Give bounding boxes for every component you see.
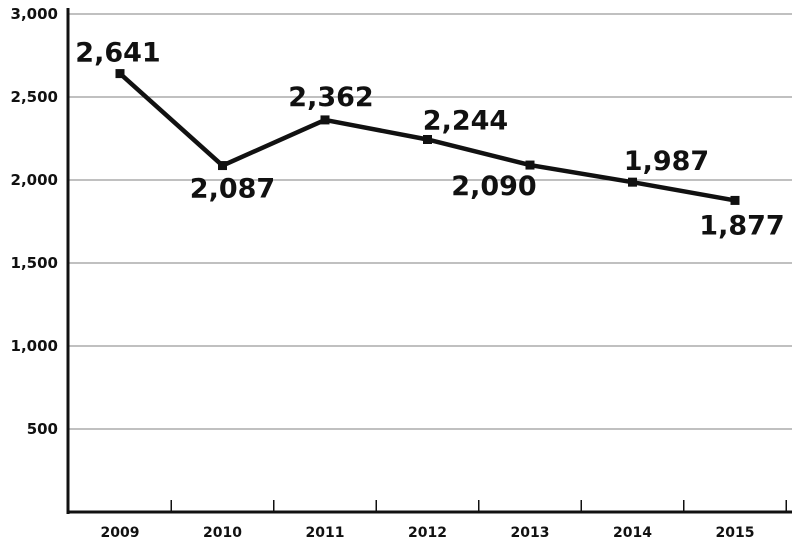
y-tick-label: 1,000 — [11, 337, 58, 355]
x-tick-label: 2011 — [306, 525, 345, 541]
data-label: 2,641 — [75, 38, 160, 69]
x-tick-label: 2013 — [511, 525, 550, 541]
y-tick-label: 1,500 — [11, 254, 58, 272]
data-labels: 2,641 2,087 2,362 2,244 2,090 1,987 1,877 — [75, 38, 784, 242]
series-layer — [115, 69, 740, 205]
data-label: 2,090 — [451, 171, 536, 202]
data-label: 2,362 — [288, 82, 373, 113]
x-axis-tick-labels: 2009 2010 2011 2012 2013 2014 2015 — [101, 525, 755, 541]
y-tick-label: 3,000 — [11, 5, 58, 23]
data-point — [115, 69, 125, 79]
data-point — [525, 160, 535, 170]
data-label: 1,987 — [624, 146, 709, 177]
data-point — [218, 161, 227, 171]
x-tick-label: 2009 — [101, 525, 140, 541]
axes — [66, 8, 792, 514]
x-tick-label: 2012 — [408, 525, 447, 541]
x-tick-label: 2014 — [613, 525, 652, 541]
data-point — [320, 115, 330, 125]
gridlines — [68, 13, 792, 430]
y-tick-label: 2,500 — [11, 88, 58, 106]
y-tick-label: 500 — [27, 420, 58, 438]
y-axis-tick-labels: 500 1,000 1,500 2,000 2,500 3,000 — [11, 5, 58, 438]
y-tick-label: 2,000 — [11, 171, 58, 189]
data-point — [730, 195, 740, 205]
x-tick-label: 2015 — [716, 525, 755, 541]
data-label: 1,877 — [699, 210, 784, 241]
data-label: 2,087 — [190, 174, 275, 205]
x-tick-label: 2010 — [203, 525, 242, 541]
data-point — [423, 134, 432, 144]
data-label: 2,244 — [423, 105, 508, 136]
data-point — [628, 177, 637, 187]
